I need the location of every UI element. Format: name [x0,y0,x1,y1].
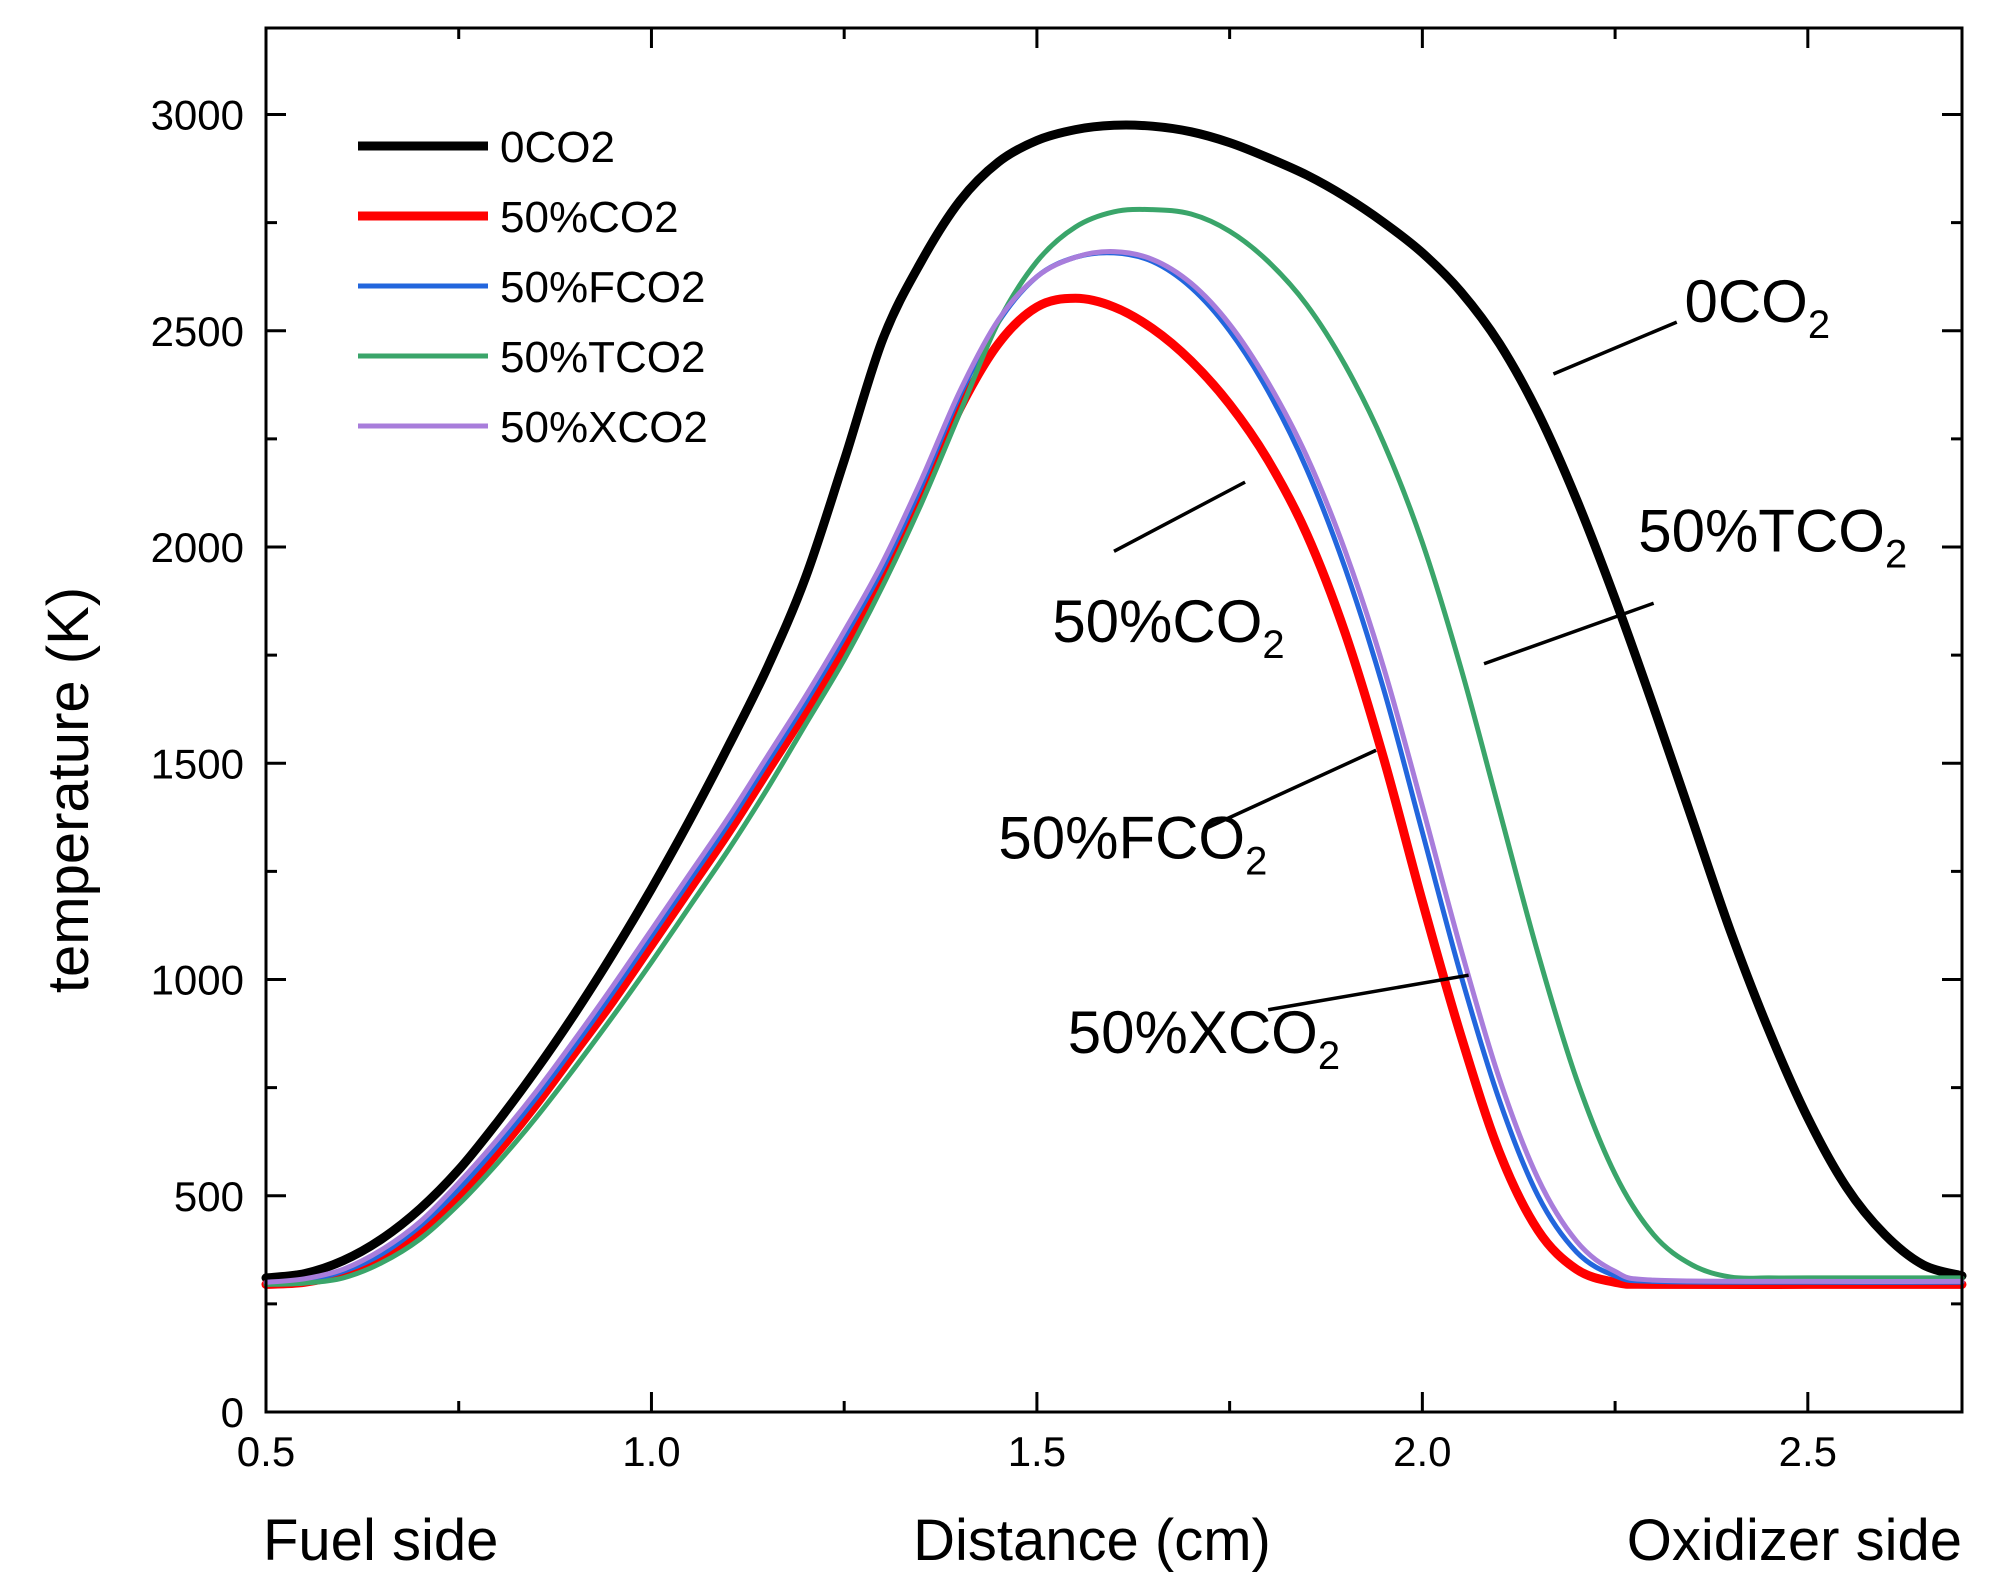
y-tick-label: 1000 [151,957,244,1004]
y-tick-label: 2000 [151,524,244,571]
x-tick-label: 2.0 [1393,1428,1451,1475]
curve-annotation: 0CO2 [1684,268,1830,347]
series-line-0co2 [261,120,1967,1283]
y-tick-label: 500 [174,1173,244,1220]
x-tick-label: 1.0 [622,1428,680,1475]
curve-annotations: 0CO2 50%TCO2 50%CO2 50%FCO2 50%XCO2 [998,268,1907,1078]
y-tick-label: 0 [221,1389,244,1436]
curve-annotation: 50%TCO2 [1638,497,1907,576]
plot-lines [261,120,1967,1290]
legend-label: 50%XCO2 [500,403,708,452]
x-tick-label: 1.5 [1008,1428,1066,1475]
series-line-50pcttco2 [263,206,1965,1287]
oxidizer-side-label: Oxidizer side [1627,1508,1962,1573]
series-line-50pctco2 [261,293,1967,1290]
fuel-side-label: Fuel side [263,1508,498,1573]
curve-annotation: 50%XCO2 [1068,999,1340,1078]
legend: 0CO2 50%CO2 50%FCO2 50%TCO2 50%XCO2 [358,123,708,452]
annotation-leader [1552,320,1678,376]
x-axis-label: Distance (cm) [913,1508,1271,1573]
annotation-leader [1267,973,1469,1012]
y-axis-label: temperature (K) [36,587,101,993]
curve-annotation: 50%CO2 [1052,588,1284,667]
y-tick-label: 2500 [151,308,244,355]
y-tick-label: 3000 [151,92,244,139]
legend-label: 50%FCO2 [500,263,705,312]
y-tick-label: 1500 [151,740,244,787]
legend-label: 0CO2 [500,123,615,172]
plot-frame [264,26,1964,1414]
x-tick-label: 2.5 [1779,1428,1837,1475]
axis-ticks [264,28,1962,1414]
tick-labels: 0.5 1.0 1.5 2.0 2.5 0 500 1000 1500 2000 2500 3000 [151,92,1837,1476]
x-tick-label: 0.5 [237,1428,295,1475]
series-line-50pctxco2 [263,249,1965,1285]
annotation-leader [1113,480,1246,553]
annotation-leader [1205,748,1377,830]
annotation-leader [1483,601,1655,666]
legend-label: 50%CO2 [500,193,679,242]
legend-label: 50%TCO2 [500,333,705,382]
curve-annotation: 50%FCO2 [998,804,1267,883]
